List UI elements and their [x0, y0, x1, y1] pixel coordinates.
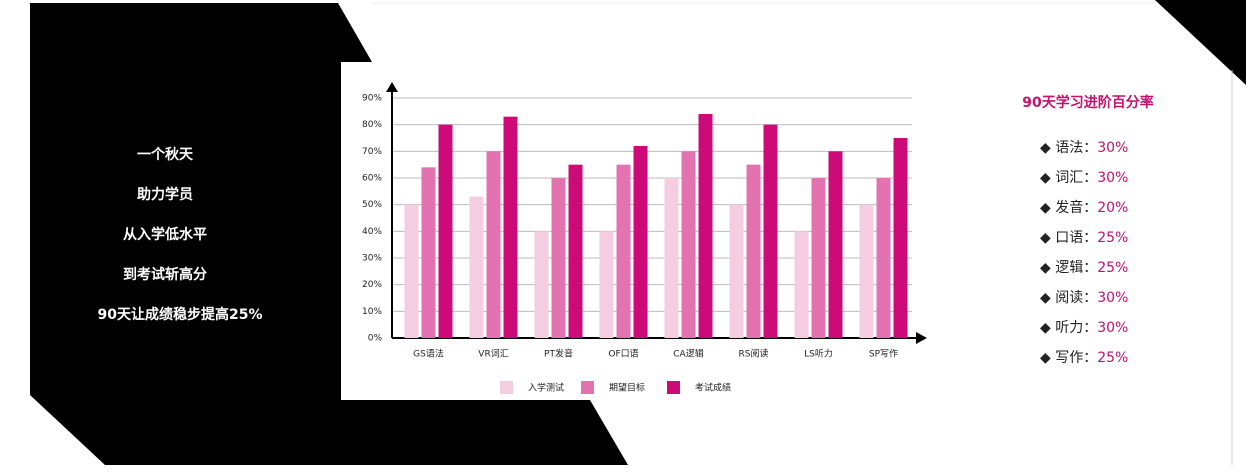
item-label: ◆ 口语：: [1040, 230, 1097, 246]
bar: [551, 178, 566, 338]
legend-swatch: [500, 381, 513, 394]
x-tick-label: SP写作: [869, 348, 898, 360]
right-item: ◆ 口语：25%: [1040, 230, 1128, 246]
bar: [763, 124, 778, 339]
item-label: ◆ 词汇：: [1040, 170, 1097, 186]
item-percent: 30%: [1097, 140, 1128, 156]
bar: [828, 151, 843, 338]
bar: [729, 204, 744, 338]
y-tick-label: 60%: [362, 174, 382, 184]
left-line: 一个秋天: [137, 146, 194, 163]
item-percent: 30%: [1097, 170, 1128, 186]
y-tick-label: 10%: [362, 307, 382, 317]
right-item: ◆ 逻辑：25%: [1040, 260, 1128, 276]
item-percent: 25%: [1097, 350, 1128, 366]
y-tick-label: 20%: [362, 280, 382, 290]
x-tick-label: RS阅读: [739, 348, 769, 360]
right-item: ◆ 发音：20%: [1040, 199, 1128, 216]
bar: [469, 196, 484, 338]
bar: [698, 114, 713, 338]
y-axis-arrow: [386, 82, 398, 92]
bar: [664, 178, 679, 338]
bar: [404, 204, 419, 338]
left-line: 90天让成绩稳步提高25%: [98, 306, 263, 323]
x-tick-label: CA逻辑: [673, 348, 703, 360]
left-line: 助力学员: [137, 186, 193, 203]
bar: [794, 231, 809, 338]
bar: [811, 178, 826, 338]
right-item: ◆ 阅读：30%: [1040, 289, 1128, 306]
bar: [534, 231, 549, 338]
item-percent: 25%: [1097, 230, 1128, 246]
legend-swatch: [667, 381, 680, 394]
item-label: ◆ 发音：: [1040, 199, 1097, 216]
bar: [486, 151, 501, 338]
x-tick-label: OF口语: [608, 349, 638, 360]
corner-triangle: [1155, 0, 1246, 85]
right-item: ◆ 词汇：30%: [1040, 170, 1128, 186]
right-title: 90天学习进阶百分率: [1022, 94, 1153, 111]
bar: [503, 116, 518, 339]
bar: [438, 124, 453, 339]
legend-label: 考试成绩: [695, 382, 731, 394]
left-line: 从入学低水平: [123, 226, 207, 243]
x-tick-label: PT发音: [544, 348, 573, 360]
y-tick-label: 80%: [362, 120, 382, 130]
left-line: 到考试斩高分: [123, 266, 207, 283]
legend-label: 入学测试: [528, 382, 564, 394]
legend-label: 期望目标: [609, 382, 645, 394]
x-tick-label: GS语法: [413, 348, 444, 360]
bar: [681, 151, 696, 338]
y-tick-label: 90%: [362, 94, 382, 104]
right-item: ◆ 语法：30%: [1040, 140, 1128, 156]
item-percent: 25%: [1097, 260, 1128, 276]
item-percent: 20%: [1097, 200, 1128, 216]
item-label: ◆ 阅读：: [1040, 289, 1097, 306]
y-tick-label: 0%: [368, 334, 383, 344]
bar: [421, 167, 436, 338]
bar: [599, 231, 614, 338]
bar: [859, 204, 874, 338]
right-item: ◆ 写作：25%: [1040, 350, 1128, 366]
bar: [746, 164, 761, 338]
y-tick-label: 40%: [362, 227, 382, 237]
legend-swatch: [581, 381, 594, 394]
black-panel: [30, 3, 628, 465]
y-tick-label: 30%: [362, 254, 382, 264]
x-tick-label: LS听力: [804, 348, 833, 360]
bar: [893, 138, 908, 338]
y-tick-label: 70%: [362, 147, 382, 157]
item-label: ◆ 写作：: [1040, 350, 1097, 366]
x-axis-arrow: [916, 332, 927, 344]
bar: [568, 164, 583, 338]
bar: [616, 164, 631, 338]
item-percent: 30%: [1097, 290, 1128, 306]
right-item: ◆ 听力：30%: [1040, 320, 1128, 336]
x-tick-label: VR词汇: [478, 349, 508, 360]
bar: [876, 178, 891, 338]
item-percent: 30%: [1097, 320, 1128, 336]
y-tick-label: 50%: [362, 200, 382, 210]
item-label: ◆ 听力：: [1040, 320, 1097, 336]
item-label: ◆ 语法：: [1040, 140, 1097, 156]
bar: [633, 146, 648, 338]
item-label: ◆ 逻辑：: [1040, 260, 1097, 276]
